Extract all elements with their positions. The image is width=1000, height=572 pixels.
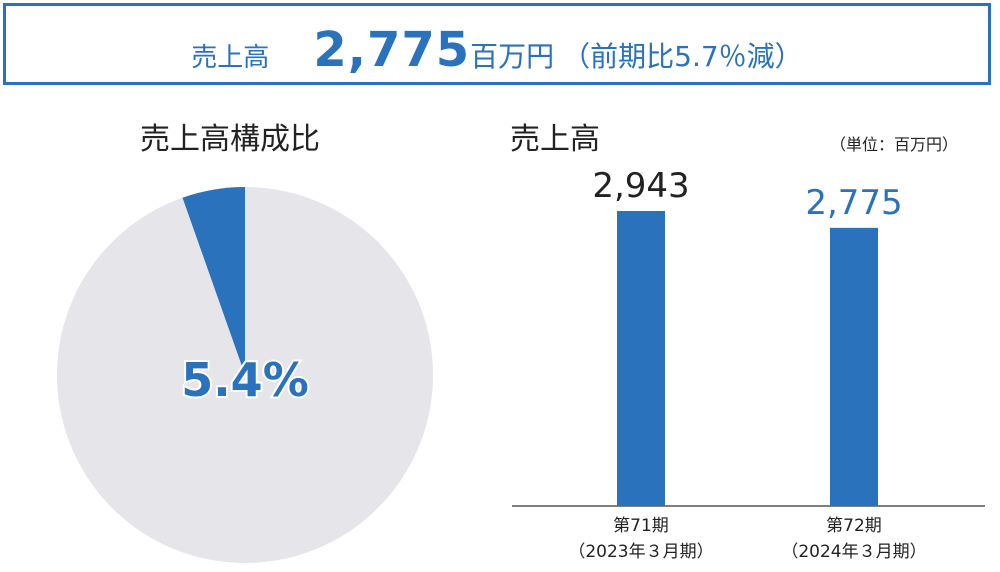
pie-chart-title: 売上高構成比 bbox=[140, 122, 320, 157]
banner-change: （前期比5.7％減） bbox=[562, 40, 803, 73]
pie-slice-0 bbox=[182, 187, 245, 375]
pie-percent-label: 5.4% bbox=[181, 353, 309, 407]
bar-value-label-1: 2,775 bbox=[805, 183, 902, 223]
banner-value: 2,775 bbox=[313, 22, 471, 78]
x-tick-label-1-line2: （2024年３月期） bbox=[781, 542, 926, 562]
bar-1 bbox=[830, 227, 878, 506]
pie-chart bbox=[56, 186, 434, 563]
bar-chart: 2,943 第71期 （2023年３月期） 2,775 第72期 （2024年３月期） bbox=[512, 166, 985, 562]
banner-unit: 百万円 bbox=[470, 40, 555, 73]
bar-0 bbox=[617, 211, 665, 506]
unit-note: （単位：百万円） bbox=[830, 135, 959, 154]
banner-label: 売上高 bbox=[191, 43, 270, 73]
x-tick-label-0-line1: 第71期 bbox=[613, 516, 669, 536]
bar-chart-title: 売上高 bbox=[510, 122, 600, 157]
pie-slice-1 bbox=[56, 186, 434, 563]
x-tick-label-1-line1: 第72期 bbox=[826, 516, 882, 536]
x-tick-label-0-line2: （2023年３月期） bbox=[568, 542, 713, 562]
bar-value-label-0: 2,943 bbox=[592, 166, 689, 206]
banner-text: 売上高 2,775 百万円 （前期比5.7％減） bbox=[6, 6, 988, 82]
sales-summary-banner: 売上高 2,775 百万円 （前期比5.7％減） bbox=[3, 3, 991, 85]
